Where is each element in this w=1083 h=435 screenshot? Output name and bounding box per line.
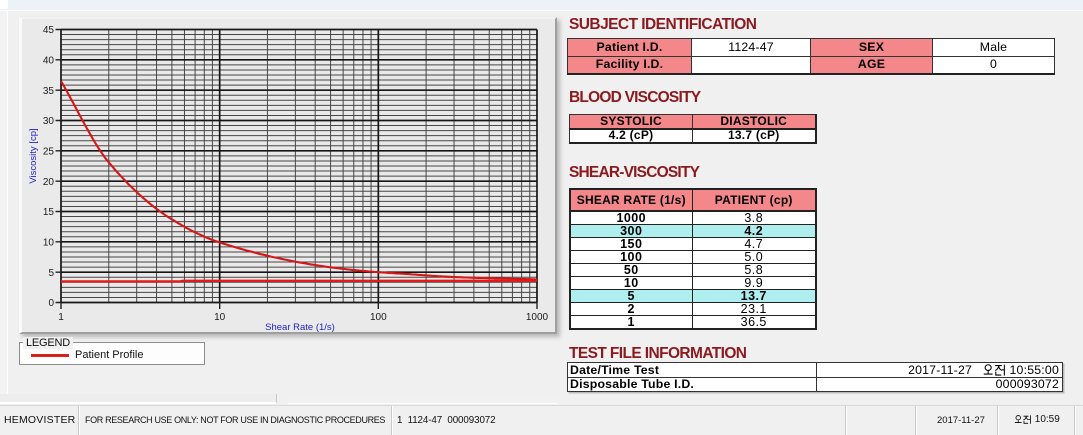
- svg-text:40: 40: [43, 55, 55, 66]
- svg-text:1: 1: [58, 312, 64, 323]
- svg-text:35: 35: [43, 86, 55, 97]
- svg-text:20: 20: [43, 177, 55, 188]
- svg-text:30: 30: [43, 116, 55, 127]
- svg-text:10: 10: [43, 237, 55, 248]
- svg-text:100: 100: [370, 312, 387, 323]
- svg-text:Shear Rate (1/s): Shear Rate (1/s): [265, 322, 335, 333]
- svg-text:10: 10: [214, 312, 226, 323]
- svg-text:15: 15: [43, 207, 55, 218]
- svg-text:1000: 1000: [526, 312, 549, 323]
- svg-text:5: 5: [48, 268, 54, 279]
- svg-text:45: 45: [43, 25, 55, 36]
- svg-text:25: 25: [43, 146, 55, 157]
- svg-text:Viscosity [cp]: Viscosity [cp]: [28, 128, 39, 183]
- svg-text:0: 0: [48, 298, 54, 309]
